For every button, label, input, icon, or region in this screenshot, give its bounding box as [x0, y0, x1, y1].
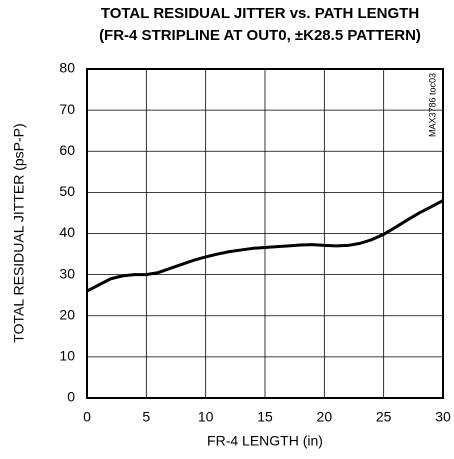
line-series [86, 199, 444, 293]
x-tick-label: 10 [198, 409, 214, 425]
y-axis-label: TOTAL RESIDUAL JITTER (psP-P) [11, 123, 27, 342]
chart-title: (FR-4 STRIPLINE AT OUT0, ±K28.5 PATTERN) [99, 27, 421, 44]
x-tick-label: 15 [257, 409, 273, 425]
x-tick-label: 25 [376, 409, 392, 425]
y-tick-label: 30 [59, 265, 75, 281]
x-tick-label: 0 [83, 409, 91, 425]
y-tick-label: 60 [59, 142, 75, 158]
plot-frame [86, 68, 444, 399]
y-tick-label: 20 [59, 306, 75, 322]
y-tick-label: 70 [59, 101, 75, 117]
annotation: MAX3786 toc03 [427, 73, 437, 137]
y-tick-label: 40 [59, 224, 75, 240]
x-tick-label: 5 [142, 409, 150, 425]
y-tick-label: 80 [59, 60, 75, 76]
y-tick-label: 0 [67, 389, 75, 405]
chart-title: TOTAL RESIDUAL JITTER vs. PATH LENGTH [101, 5, 419, 22]
y-tick-label: 50 [59, 183, 75, 199]
y-tick-label: 10 [59, 348, 75, 364]
x-axis-label: FR-4 LENGTH (in) [207, 433, 323, 449]
x-tick-label: 30 [435, 409, 451, 425]
x-tick-label: 20 [317, 409, 333, 425]
